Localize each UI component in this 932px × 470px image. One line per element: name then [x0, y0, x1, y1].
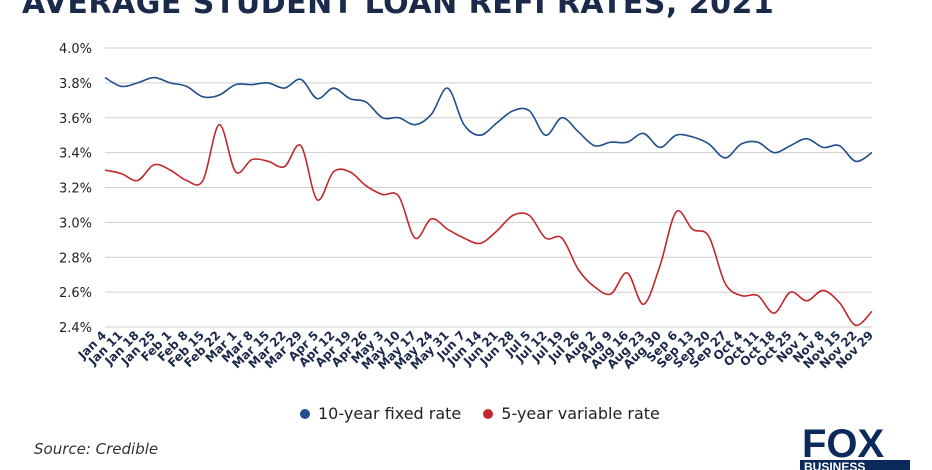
legend-item-series-1: 10-year fixed rate — [300, 404, 461, 423]
y-tick-label: 2.8% — [59, 251, 92, 266]
legend-dot-series-2 — [483, 408, 494, 419]
source-note: Source: Credible — [34, 440, 159, 458]
series-line-2 — [104, 123, 873, 327]
line-chart: 4.0% 3.8% 3.6% 3.4% 3.2% 3.0% 2.8% 2.6% 2.4% Jan… — [59, 42, 876, 372]
series-line-1 — [104, 76, 873, 163]
legend-label-series-2: 5-year variable rate — [501, 404, 660, 423]
y-tick-label: 3.6% — [59, 112, 92, 127]
y-tick-label: 4.0% — [59, 42, 92, 57]
legend-dot-series-1 — [300, 408, 310, 419]
y-tick-label: 3.8% — [59, 77, 92, 92]
y-tick-label: 2.4% — [59, 321, 92, 336]
y-tick-label: 3.4% — [59, 147, 92, 162]
logo-text-bottom: BUSINESS — [804, 460, 865, 470]
y-axis-tick-labels: 4.0% 3.8% 3.6% 3.4% 3.2% 3.0% 2.8% 2.6% 2.4% — [59, 42, 92, 336]
chart-title: AVERAGE STUDENT LOAN REFI RATES, 2021 — [22, 0, 775, 21]
legend: 10-year fixed rate 5-year variable rate — [300, 404, 682, 423]
legend-label-series-1: 10-year fixed rate — [318, 404, 462, 423]
y-tick-label: 2.6% — [59, 286, 92, 301]
y-tick-label: 3.2% — [59, 182, 92, 197]
legend-item-series-2: 5-year variable rate — [483, 404, 660, 423]
series-lines — [104, 76, 873, 327]
logo-text-top: FOX — [802, 422, 885, 466]
grid-lines — [105, 47, 872, 328]
y-tick-label: 3.0% — [59, 216, 92, 231]
fox-business-logo: FOX BUSINESS — [800, 421, 910, 470]
